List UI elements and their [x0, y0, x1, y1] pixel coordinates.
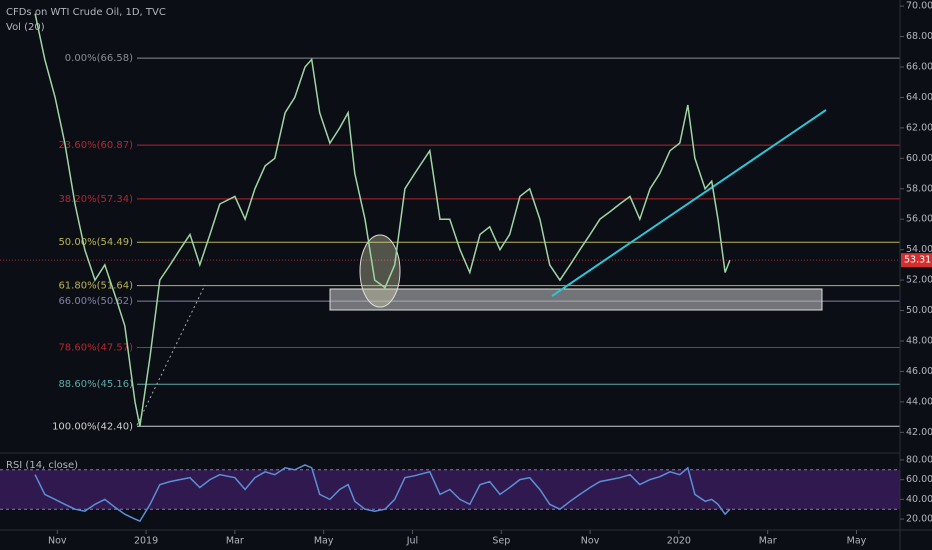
y-tick-label: 64.00	[906, 92, 932, 103]
y-tick-label: 48.00	[906, 336, 932, 347]
y-tick-label: 80.00	[906, 454, 932, 465]
x-tick-label: Jul	[406, 536, 418, 547]
x-tick-label: Sep	[492, 536, 510, 547]
y-tick-label: 60.00	[906, 474, 932, 485]
y-tick-label: 70.00	[906, 1, 932, 12]
fib-label: 100.00%(42.40)	[52, 421, 133, 432]
series-line	[34, 464, 731, 523]
y-tick-label: 54.00	[906, 244, 932, 255]
x-tick-label: 2019	[134, 536, 158, 547]
y-tick-label: 40.00	[906, 494, 932, 505]
y-tick-label: 44.00	[906, 396, 932, 407]
y-tick-label: 68.00	[906, 31, 932, 42]
rsi-title: RSI (14, close)	[6, 460, 78, 471]
x-tick-label: May	[847, 536, 867, 547]
last-price-label: 53.31	[904, 255, 931, 266]
fib-trend-line	[136, 284, 206, 426]
fib-label: 78.60%(47.57)	[58, 343, 133, 354]
trend-line	[551, 109, 827, 297]
x-tick-label: Nov	[581, 536, 600, 547]
y-tick-label: 56.00	[906, 214, 932, 225]
fib-label: 61.80%(51.64)	[58, 281, 133, 292]
y-tick-label: 66.00	[906, 61, 932, 72]
x-tick-label: Nov	[48, 536, 67, 547]
fib-label: 0.00%(66.58)	[65, 53, 133, 64]
chart-title: CFDs on WTI Crude Oil, 1D, TVC	[6, 7, 166, 18]
x-tick-label: 2020	[667, 536, 691, 547]
support-zone	[329, 288, 823, 311]
volume-label: Vol (20)	[6, 22, 45, 33]
y-tick-label: 20.00	[906, 514, 932, 525]
fib-label: 50.00%(54.49)	[58, 237, 133, 248]
fib-label: 88.60%(45.16)	[58, 379, 133, 390]
y-tick-label: 42.00	[906, 427, 932, 438]
last-price-box	[901, 253, 932, 268]
y-tick-label: 58.00	[906, 183, 932, 194]
series-line	[34, 13, 731, 427]
highlight-ellipse	[359, 234, 401, 308]
x-tick-label: May	[314, 536, 334, 547]
fib-label: 23.60%(60.87)	[58, 140, 133, 151]
y-tick-label: 50.00	[906, 305, 932, 316]
y-tick-label: 52.00	[906, 275, 932, 286]
x-tick-label: Mar	[759, 536, 777, 547]
fib-label: 38.20%(57.34)	[58, 194, 133, 205]
y-tick-label: 46.00	[906, 366, 932, 377]
y-tick-label: 62.00	[906, 122, 932, 133]
y-tick-label: 60.00	[906, 153, 932, 164]
fib-label: 66.00%(50.62)	[58, 296, 133, 307]
x-tick-label: Mar	[226, 536, 244, 547]
